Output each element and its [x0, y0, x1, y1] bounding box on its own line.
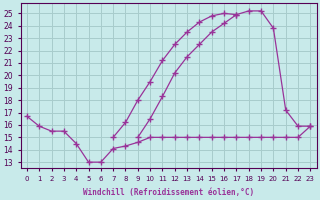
X-axis label: Windchill (Refroidissement éolien,°C): Windchill (Refroidissement éolien,°C)	[83, 188, 254, 197]
